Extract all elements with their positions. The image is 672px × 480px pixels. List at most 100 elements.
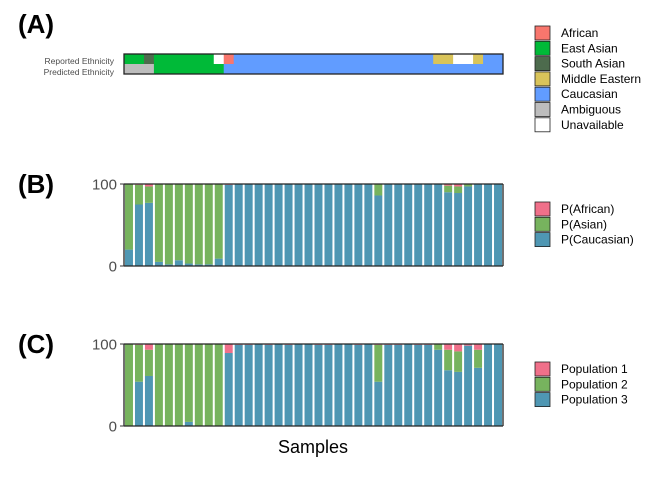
bar-c-0-33 — [454, 344, 463, 352]
heat-cell-predicted-2 — [223, 64, 504, 74]
bar-c-1-32 — [444, 349, 453, 371]
legend-a-label-5: Ambiguous — [561, 103, 621, 117]
bar-b-1-1 — [134, 184, 143, 205]
heat-cell-reported-5 — [233, 54, 434, 64]
bar-b-1-33 — [454, 186, 463, 194]
row-label-predicted: Predicted Ethnicity — [44, 67, 115, 77]
axis-c: 0 100 — [92, 337, 504, 436]
legend-a-label-6: Unavailable — [561, 118, 624, 132]
bars-c — [125, 344, 502, 426]
legend-a-key-5 — [534, 102, 551, 117]
bar-b-2-25 — [374, 195, 383, 266]
bar-c-2-34 — [464, 345, 473, 426]
bar-b-2-2 — [144, 202, 153, 266]
bar-b-2-28 — [404, 184, 413, 266]
bar-c-2-24 — [364, 344, 373, 426]
bar-c-2-19 — [314, 344, 323, 426]
bar-c-2-22 — [344, 344, 353, 426]
bar-c-2-14 — [264, 344, 273, 426]
bar-b-2-30 — [424, 184, 433, 266]
bar-c-2-2 — [144, 375, 153, 426]
bar-b-2-16 — [284, 184, 293, 266]
bar-c-2-6 — [184, 421, 193, 426]
y-tick-label-b-0: 0 — [109, 259, 117, 276]
y-tick-label-b-1: 100 — [92, 177, 117, 194]
bar-b-2-34 — [464, 186, 473, 266]
bar-c-1-1 — [134, 344, 143, 382]
bar-b-2-36 — [484, 184, 493, 266]
legend-a-label-3: Middle Eastern — [561, 72, 641, 86]
heat-cell-reported-9 — [483, 54, 504, 64]
legend-a-label-0: African — [561, 26, 598, 40]
panel-a-heatmap: Reported Ethnicity Predicted Ethnicity — [44, 53, 504, 77]
bar-b-0-33 — [454, 184, 463, 187]
bar-c-2-27 — [394, 344, 403, 426]
bar-c-2-33 — [454, 371, 463, 426]
bar-b-0-32 — [444, 184, 453, 186]
bar-b-2-20 — [324, 184, 333, 266]
heat-cell-reported-2 — [153, 54, 215, 64]
bar-c-2-25 — [374, 381, 383, 426]
bar-b-2-6 — [184, 263, 193, 266]
legend-a-key-3 — [534, 71, 551, 87]
bar-c-0-34 — [464, 344, 473, 346]
bar-b-2-14 — [264, 184, 273, 266]
y-tick-label-c-1: 100 — [92, 337, 117, 354]
bar-c-2-28 — [404, 344, 413, 426]
bar-b-2-37 — [494, 184, 502, 266]
heat-cell-predicted-1 — [153, 64, 225, 74]
legend-c-key-0 — [534, 361, 551, 377]
legend-b-label-0: P(African) — [561, 202, 614, 216]
bar-b-2-29 — [414, 184, 423, 266]
legend-b-key-0 — [534, 201, 551, 217]
bar-c-1-8 — [204, 344, 213, 426]
bar-c-2-11 — [234, 344, 243, 426]
bar-c-0-2 — [144, 344, 153, 350]
bar-c-2-18 — [304, 344, 313, 426]
bar-b-1-5 — [174, 184, 183, 261]
heat-cell-reported-4 — [223, 54, 235, 64]
bars-b — [125, 184, 502, 266]
bar-b-2-22 — [344, 184, 353, 266]
panel-label-b: (B) — [18, 169, 54, 199]
bar-b-1-3 — [154, 184, 163, 262]
legend-a-key-6 — [534, 117, 551, 133]
bar-b-1-32 — [444, 185, 453, 193]
bar-c-1-0 — [125, 344, 133, 426]
panel-label-a: (A) — [18, 9, 54, 39]
bar-b-2-5 — [174, 260, 183, 266]
bar-c-2-29 — [414, 344, 423, 426]
legend-a-label-1: East Asian — [561, 41, 618, 55]
heatmap-cells — [124, 54, 504, 74]
bar-b-2-3 — [154, 261, 163, 266]
bar-b-2-11 — [234, 184, 243, 266]
row-label-reported: Reported Ethnicity — [45, 56, 115, 66]
bar-b-1-8 — [204, 184, 213, 265]
legend-a-key-2 — [534, 56, 551, 71]
bar-b-2-31 — [434, 184, 443, 266]
bar-c-1-3 — [154, 344, 163, 426]
bar-b-1-4 — [164, 184, 173, 265]
bar-b-2-10 — [224, 184, 233, 266]
bar-c-2-35 — [474, 367, 483, 426]
bar-b-2-19 — [314, 184, 323, 266]
bar-c-1-6 — [184, 344, 193, 422]
bar-c-1-2 — [144, 349, 153, 376]
bar-c-1-35 — [474, 349, 483, 368]
heat-cell-reported-6 — [433, 54, 454, 64]
bar-c-1-4 — [164, 344, 173, 426]
heat-cell-predicted-0 — [124, 64, 155, 74]
bar-b-1-34 — [464, 184, 473, 187]
bar-c-2-21 — [334, 344, 343, 426]
panel-label-c: (C) — [18, 329, 54, 359]
legend-a-key-4 — [534, 86, 551, 102]
bar-c-2-32 — [444, 370, 453, 426]
legend-a-label-2: South Asian — [561, 57, 625, 71]
bar-b-2-12 — [244, 184, 253, 266]
bar-b-0-2 — [144, 184, 153, 187]
bar-b-2-23 — [354, 184, 363, 266]
bar-c-2-20 — [324, 344, 333, 426]
bar-b-2-4 — [164, 264, 173, 266]
